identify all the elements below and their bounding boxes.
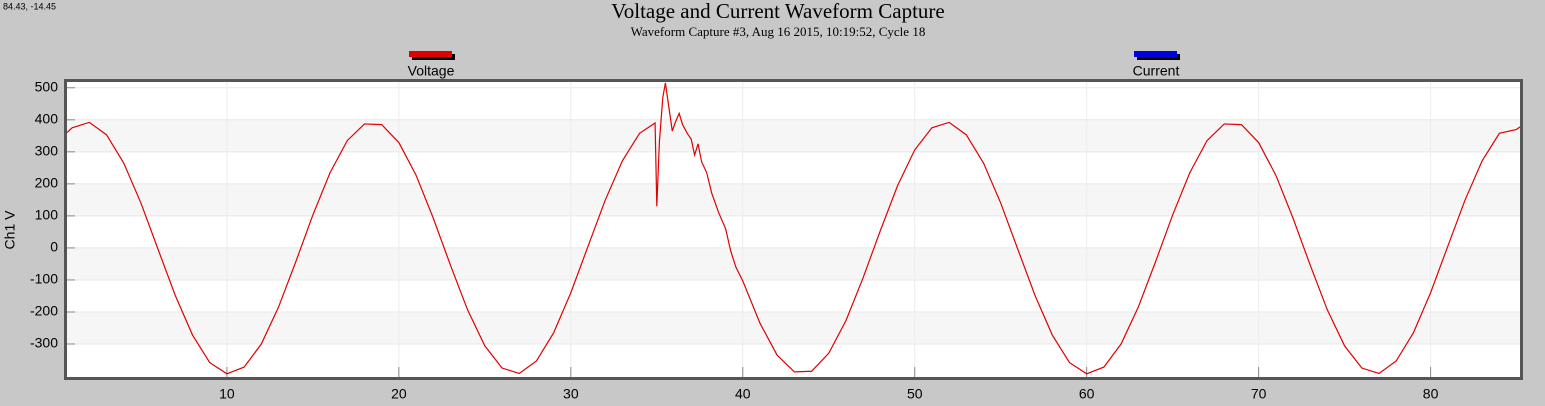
x-tick-label: 20 xyxy=(391,386,407,402)
y-tick-label: 300 xyxy=(35,143,59,159)
y-tick-label: 0 xyxy=(50,239,58,255)
x-tick-label: 30 xyxy=(563,386,579,402)
x-tick-label: 50 xyxy=(907,386,923,402)
y-tick-label: 200 xyxy=(35,175,59,191)
y-axis-label: Ch1 V xyxy=(2,210,18,250)
x-tick-label: 70 xyxy=(1251,386,1267,402)
chart-title: Voltage and Current Waveform Capture xyxy=(611,0,944,23)
legend-label: Current xyxy=(1133,63,1180,79)
y-tick-label: 100 xyxy=(35,207,59,223)
cursor-readout: 84.43, -14.45 xyxy=(3,1,56,11)
y-tick-label: -100 xyxy=(30,271,58,287)
grid-band xyxy=(67,119,1520,152)
x-tick-label: 10 xyxy=(219,386,235,402)
grid-band xyxy=(67,247,1520,280)
y-tick-label: 500 xyxy=(35,78,59,94)
series-line xyxy=(66,82,1521,375)
legend-swatch xyxy=(409,51,452,57)
x-tick-label: 40 xyxy=(735,386,751,402)
grid-band xyxy=(67,183,1520,216)
y-tick-label: -200 xyxy=(30,303,58,319)
chart-subtitle: Waveform Capture #3, Aug 16 2015, 10:19:… xyxy=(631,24,926,39)
x-tick-label: 80 xyxy=(1423,386,1439,402)
legend-swatch xyxy=(1134,51,1177,57)
legend-label: Voltage xyxy=(408,63,455,79)
y-tick-label: -300 xyxy=(30,335,58,351)
grid-band xyxy=(67,311,1520,345)
y-tick-label: 400 xyxy=(35,110,59,126)
x-tick-label: 60 xyxy=(1079,386,1095,402)
